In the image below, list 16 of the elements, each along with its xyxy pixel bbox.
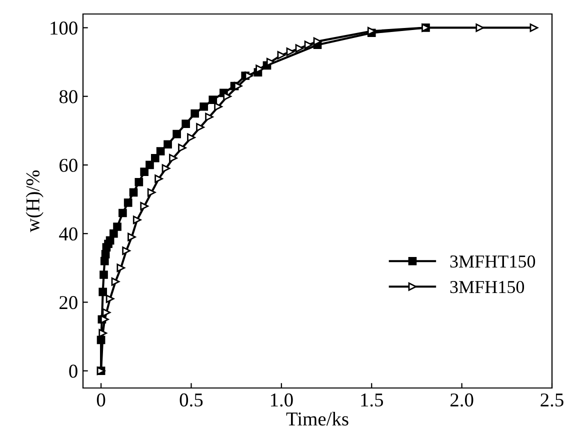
- x-tick-label: 2.5: [540, 393, 564, 407]
- y-axis-title: w(H)/%: [26, 170, 44, 232]
- legend-label: 3MFH150: [450, 280, 524, 294]
- y-tick-label: 60: [60, 158, 78, 172]
- x-tick-label: 0: [96, 393, 106, 407]
- x-tick-label: 2.0: [450, 393, 474, 407]
- x-tick-label: 0.5: [180, 393, 203, 407]
- legend-label: 3MFHT150: [450, 255, 536, 268]
- y-tick-label: 100: [50, 22, 78, 35]
- y-tick-label: 80: [59, 90, 78, 104]
- x-tick-label: 1.0: [270, 393, 293, 407]
- x-axis-title: Time/ks: [286, 412, 348, 426]
- y-tick-label: 40: [59, 227, 78, 241]
- y-tick-label: 0: [69, 364, 78, 378]
- y-tick-label: 20: [60, 296, 78, 310]
- x-tick-label: 1.5: [361, 394, 384, 407]
